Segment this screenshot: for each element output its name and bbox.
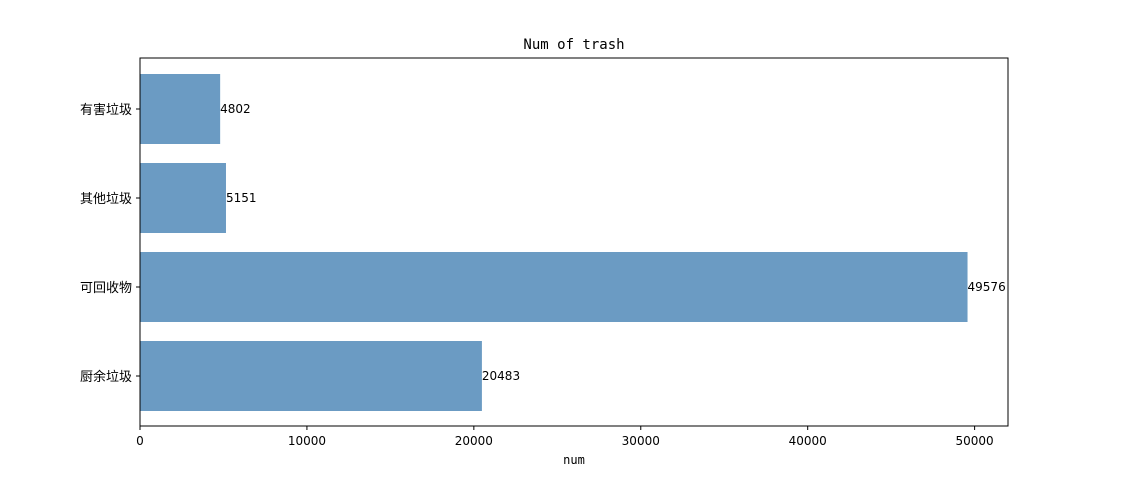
data-label: 5151 — [226, 191, 257, 205]
y-tick-label: 其他垃圾 — [80, 192, 132, 207]
plot-frame — [139, 57, 1009, 427]
x-axis: 0 10000 20000 30000 40000 50000 — [136, 426, 994, 448]
bar — [140, 74, 221, 144]
x-tick-label: 10000 — [288, 434, 326, 448]
y-tick-label: 可回收物 — [80, 281, 132, 296]
y-tick-label: 厨余垃圾 — [80, 369, 132, 385]
chart-title: Num of trash — [523, 37, 624, 53]
data-label: 4802 — [220, 102, 251, 116]
bar — [140, 163, 226, 233]
bar — [140, 341, 482, 411]
data-label: 20483 — [482, 369, 520, 383]
x-tick-label: 30000 — [622, 434, 660, 448]
data-label: 49576 — [968, 280, 1006, 294]
x-axis-label: num — [563, 453, 585, 467]
x-tick-label: 40000 — [789, 434, 827, 448]
x-tick-label: 0 — [136, 434, 144, 448]
y-tick-label: 有害垃圾 — [80, 102, 132, 118]
x-tick-label: 50000 — [956, 434, 994, 448]
bars-layer: 4802 5151 49576 20483 — [140, 74, 1006, 411]
bar — [140, 252, 968, 322]
x-tick-label: 20000 — [455, 434, 493, 448]
